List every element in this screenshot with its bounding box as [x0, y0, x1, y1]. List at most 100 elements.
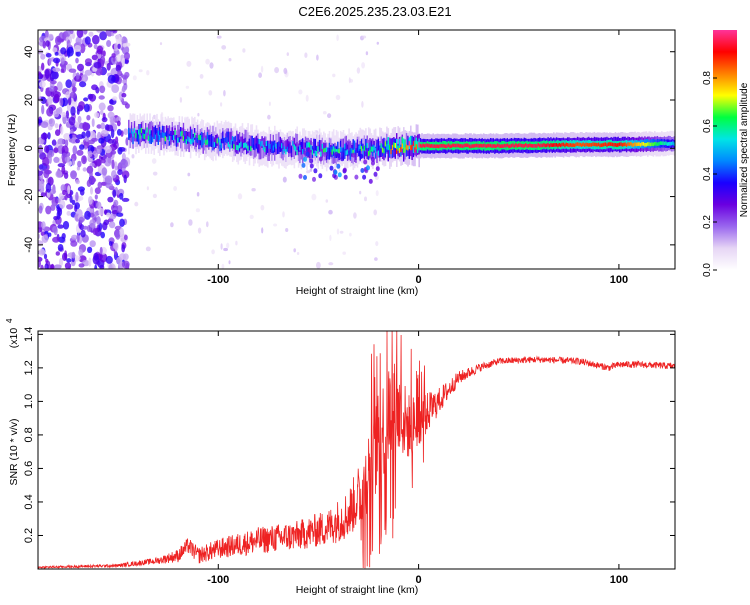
- heatmap-noise-cell: [61, 145, 69, 155]
- heatmap-band-cell: [351, 148, 353, 154]
- heatmap-band-cell: [178, 137, 181, 143]
- heatmap-noise-cell: [84, 137, 90, 142]
- heatmap-band-cell: [152, 137, 154, 143]
- heatmap-noise-cell: [296, 252, 300, 255]
- heatmap-noise-cell: [110, 150, 117, 155]
- heatmap-band-cell: [173, 135, 175, 141]
- heatmap-noise-cell: [260, 65, 264, 73]
- heatmap-band-cell: [215, 142, 217, 148]
- heatmap-band-cell: [647, 142, 649, 146]
- heatmap-band-cell: [547, 142, 549, 147]
- heatmap-band-cell: [359, 144, 362, 150]
- heatmap-noise-cell: [86, 179, 92, 187]
- heatmap-noise-cell: [112, 189, 117, 198]
- heatmap-noise-cell: [96, 124, 102, 129]
- heatmap-noise-cell: [123, 128, 129, 135]
- heatmap-band-cell: [352, 149, 355, 155]
- heatmap-noise-cell: [60, 47, 67, 55]
- heatmap-x-axis-label: Height of straight line (km): [296, 285, 419, 297]
- heatmap-noise-cell: [57, 138, 65, 145]
- heatmap-noise-cell: [47, 232, 52, 237]
- heatmap-band-cell: [146, 127, 148, 140]
- heatmap-band-cell: [257, 138, 259, 151]
- heatmap-band-cell: [600, 143, 603, 147]
- heatmap-noise-cell: [374, 257, 378, 261]
- heatmap-noise-cell: [60, 125, 64, 135]
- heatmap-noise-cell: [82, 121, 88, 132]
- heatmap-band-cell: [481, 144, 484, 148]
- heatmap-band-cell: [506, 143, 509, 147]
- heatmap-band-cell: [136, 129, 139, 142]
- heatmap-band-cell: [159, 134, 161, 140]
- heatmap-band-cell: [523, 144, 526, 148]
- heatmap-band-cell: [574, 143, 576, 148]
- heatmap-band-cell: [140, 127, 143, 133]
- heatmap-noise-cell: [104, 157, 112, 167]
- heatmap-band-cell: [363, 145, 366, 151]
- heatmap-band-cell: [195, 137, 197, 143]
- heatmap-band-cell: [599, 143, 601, 148]
- heatmap-noise-cell: [376, 41, 379, 45]
- heatmap-noise-cell: [282, 176, 287, 183]
- heatmap-band-cell: [340, 156, 345, 162]
- heatmap-band-cell: [343, 174, 348, 180]
- heatmap-noise-cell: [48, 118, 56, 127]
- heatmap-band-cell: [436, 144, 439, 148]
- heatmap-cells: [38, 30, 675, 269]
- heatmap-band-cell: [356, 139, 359, 152]
- heatmap-band-cell: [435, 144, 437, 149]
- heatmap-noise-cell: [107, 196, 114, 203]
- heatmap-band-cell: [318, 173, 323, 179]
- heatmap-noise-cell: [52, 236, 60, 243]
- heatmap-band-cell: [275, 142, 277, 155]
- heatmap-noise-cell: [44, 230, 49, 235]
- heatmap-noise-cell: [121, 244, 126, 253]
- heatmap-noise-cell: [220, 102, 223, 107]
- heatmap-band-cell: [281, 143, 283, 149]
- heatmap-band-cell: [405, 144, 408, 157]
- heatmap-band-cell: [212, 125, 214, 146]
- heatmap-band-cell: [495, 144, 498, 149]
- heatmap-band-cell: [518, 143, 520, 147]
- heatmap-noise-cell: [78, 263, 85, 268]
- colorbar-tick-label: 0.6: [702, 119, 713, 133]
- figure-title: C2E6.2025.235.23.03.E21: [298, 4, 451, 19]
- heatmap-band-cell: [188, 137, 190, 143]
- heatmap-band-cell: [143, 134, 146, 140]
- heatmap-band-cell: [478, 144, 481, 148]
- heatmap-band-cell: [313, 148, 315, 154]
- heatmap-x-ticks: -100 0 100: [207, 30, 628, 286]
- heatmap-band-cell: [412, 141, 415, 154]
- heatmap-noise-cell: [74, 202, 80, 210]
- heatmap-band-cell: [236, 130, 238, 151]
- heatmap-band-cell: [520, 143, 523, 148]
- heatmap-noise-cell: [111, 159, 115, 170]
- snr-y-tick-label: 0.2: [23, 528, 35, 543]
- heatmap-band-cell: [236, 144, 238, 150]
- heatmap-band-cell: [620, 142, 622, 146]
- heatmap-band-cell: [532, 144, 534, 148]
- heatmap-band-cell: [302, 149, 304, 155]
- heatmap-band-cell: [419, 143, 422, 148]
- heatmap-band-cell: [468, 144, 471, 149]
- heatmap-noise-cell: [91, 137, 98, 142]
- snr-y-scale-base: (x10: [8, 328, 20, 349]
- heatmap-noise-cell: [75, 51, 81, 57]
- heatmap-noise-cell: [119, 192, 124, 200]
- heatmap-band-cell: [318, 156, 323, 162]
- heatmap-noise-cell: [40, 121, 49, 128]
- heatmap-band-cell: [519, 143, 521, 147]
- heatmap-noise-cell: [111, 53, 116, 58]
- heatmap-band-cell: [310, 144, 312, 150]
- heatmap-noise-cell: [95, 158, 102, 167]
- heatmap-band-cell: [655, 142, 657, 146]
- heatmap-band-cell: [159, 126, 161, 139]
- heatmap-band-cell: [666, 142, 669, 146]
- heatmap-band-cell: [265, 142, 268, 155]
- heatmap-noise-cell: [98, 102, 106, 111]
- heatmap-band-cell: [383, 137, 385, 150]
- heatmap-noise-cell: [112, 30, 118, 34]
- heatmap-band-cell: [614, 143, 617, 147]
- heatmap-band-cell: [414, 147, 416, 153]
- heatmap-noise-cell: [349, 232, 352, 237]
